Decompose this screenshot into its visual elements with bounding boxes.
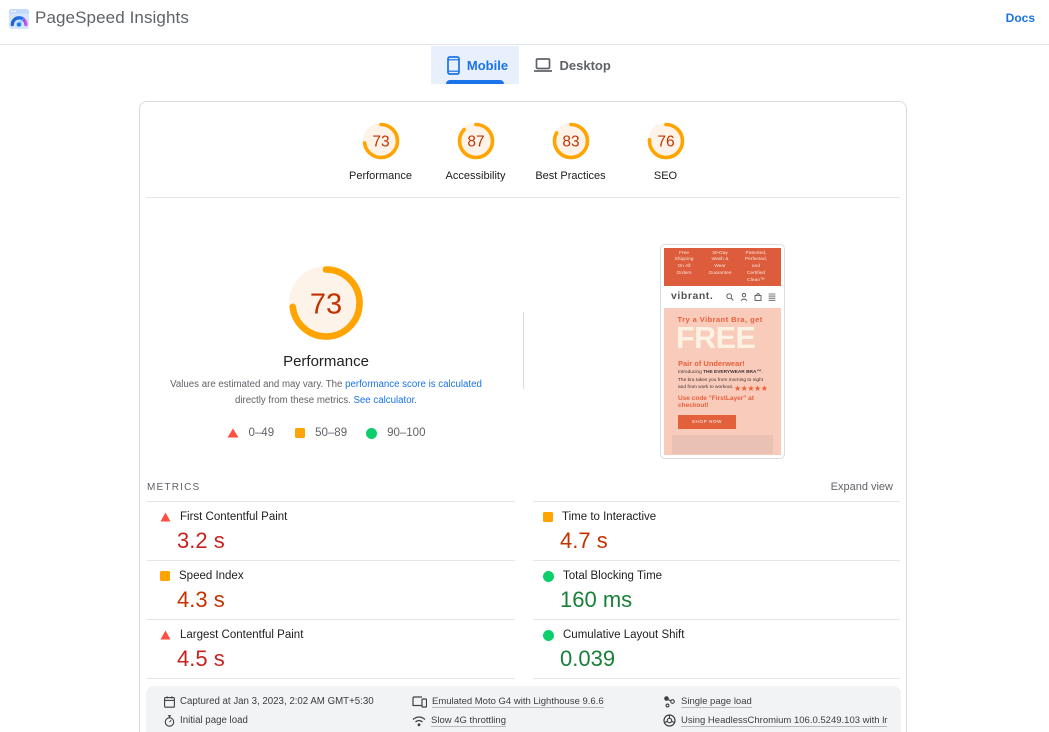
svg-text:83: 83: [562, 133, 579, 150]
svg-text:87: 87: [467, 133, 484, 150]
svg-text:73: 73: [372, 133, 389, 150]
svg-text:76: 76: [657, 133, 674, 150]
svg-text:73: 73: [310, 289, 342, 321]
